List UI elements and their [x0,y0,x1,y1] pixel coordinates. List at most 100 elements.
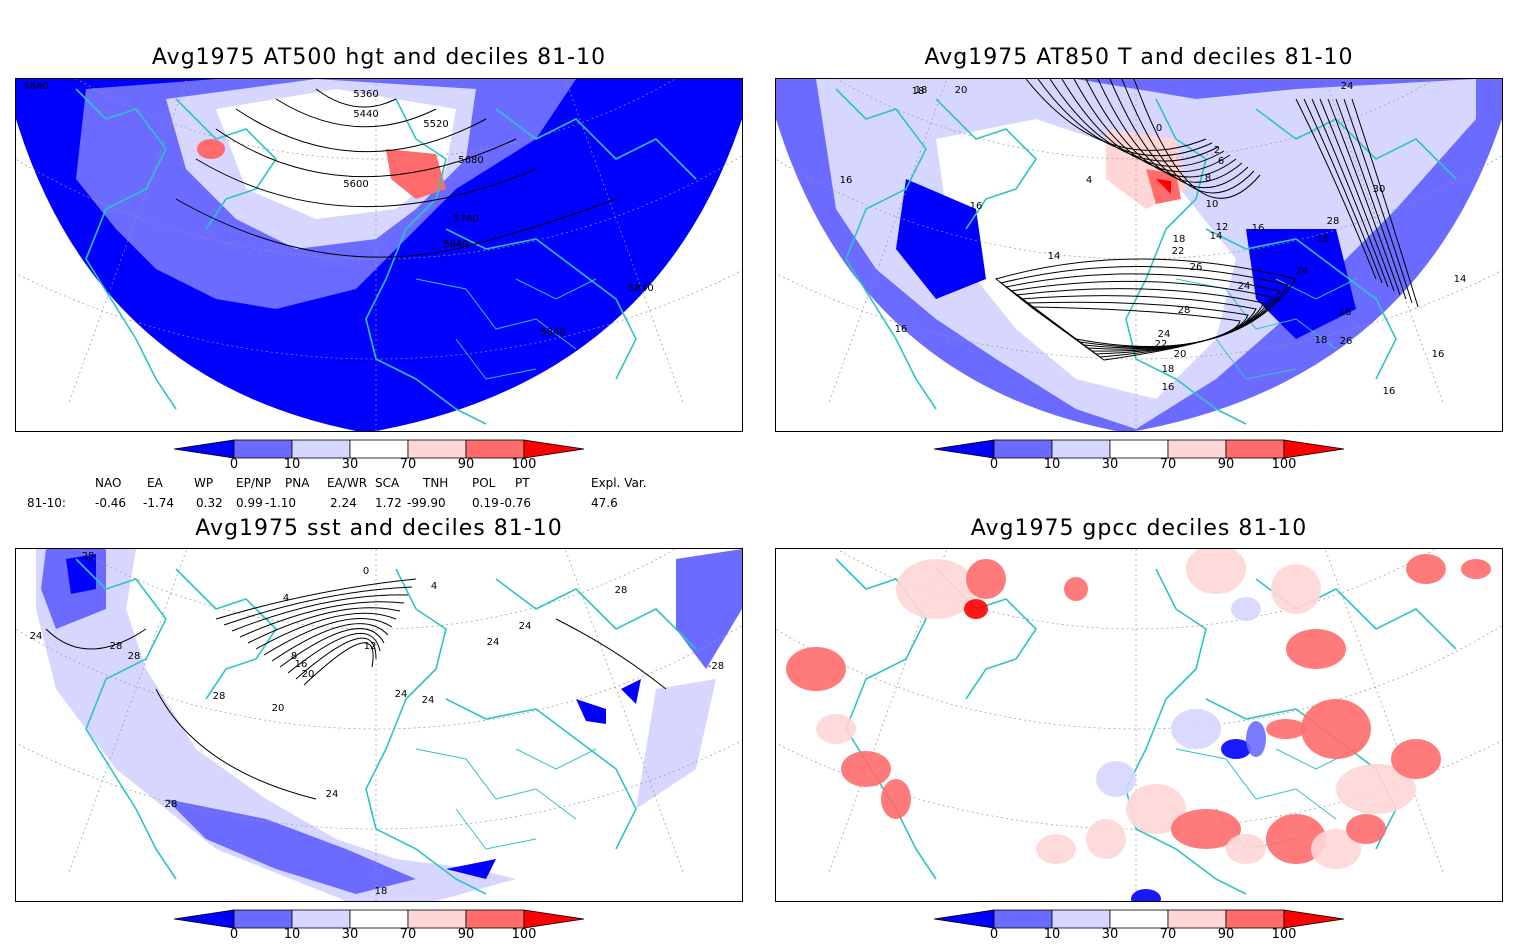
map-panel-hgt: 5360 5440 5520 5600 5680 5760 5840 5840 5840 5840 [15,78,743,432]
decile-region [446,859,496,879]
colorbar-swatch [993,909,1053,929]
contour-label: 24 [1158,329,1171,340]
contour-label: 5680 [458,155,483,166]
contour-label: 28 [615,585,628,596]
colorbar-swatch [523,909,585,929]
colorbar-swatch [1225,439,1285,459]
decile-region [1391,739,1441,779]
decile-region [966,559,1006,599]
colorbar-tick-label: 10 [1044,927,1061,942]
teleconnection-indices: NAO EA WP EP/NP PNA EA/WR SCA TNH POL PT… [0,474,700,514]
contour-label: 22 [1155,339,1168,350]
colorbar-swatch [291,439,351,459]
contour-line [247,607,401,644]
decile-region [881,779,911,819]
contour-label: 24 [1238,281,1251,292]
contour-label: 14 [1210,231,1223,242]
colorbar-swatch [233,909,293,929]
decile-region [1186,549,1246,594]
contour-line [263,618,393,656]
decile-region [1266,814,1326,864]
decile-region [1246,229,1356,339]
borders [415,278,597,380]
decile-region [1271,564,1321,614]
contour-label: 5840 [23,81,48,92]
contour-label: 4 [1086,175,1092,186]
index-value: -0.76 [500,496,532,510]
colorbar-4: 0 10 30 70 90 100 [932,908,1352,944]
contour-label: 16 [970,201,983,212]
contour-line [223,586,413,626]
contour-label: 5840 [443,239,468,250]
contour-line [215,578,417,620]
contour-label: 28 [213,691,226,702]
contour-line [1029,306,1241,361]
decile-region [1336,764,1416,814]
contour-line [1343,98,1413,304]
contour-label: 2 [1214,145,1220,156]
colorbar-swatch [1109,909,1169,929]
contour-label: 16 [895,324,908,335]
colorbar-tick-label: 30 [1102,927,1119,942]
index-header: NAO [95,476,122,490]
colorbar-swatch [523,439,585,459]
map-hgt: 5360 5440 5520 5600 5680 5760 5840 5840 5840 5840 [16,79,742,431]
colorbar-swatch [933,909,995,929]
colorbar-tick-label: 70 [400,457,417,472]
contour-line [279,628,385,668]
contour-line [1014,288,1265,352]
colorbar-tick-label: 100 [1272,927,1297,942]
map-t850: 18 20181616141602681012141618222628242422… [776,79,1502,431]
contour-label: 24 [519,621,532,632]
contour-label: 16 [1383,386,1396,397]
contour-label: 24 [30,631,43,642]
colorbar-tick-label: 70 [1160,457,1177,472]
borders [415,748,597,850]
decile-region [197,139,225,159]
contour-label: 18 [912,86,925,97]
index-row-label: 81-10: [27,496,66,510]
contour-line [1351,98,1419,308]
coastlines [75,558,697,895]
colorbar-tick-label: 90 [1218,927,1235,942]
contour-line [994,258,1297,347]
decile-region [576,699,606,724]
contour-line [235,108,487,153]
index-value: -99.90 [407,496,446,510]
map-panel-sst: 28 24 28 28 4 0 4 8 12 16 20 20 24 28 24 28 24 -28 24 28 24 1… [15,548,743,902]
contour-line [1303,98,1383,284]
colorbar-tick-label: 30 [342,457,359,472]
colorbar-tick-label: 0 [230,927,238,942]
index-value: 2.24 [330,496,357,510]
decile-region [1266,719,1306,739]
contour-line [303,642,374,686]
hemisphere-disc [776,549,1502,901]
contour-label: 20 [955,85,968,96]
contour-label: 5600 [343,179,368,190]
contour-label: 24 [395,689,408,700]
panel-title-gpcc: Avg1975 gpcc deciles 81-10 [970,516,1308,541]
colorbar-swatch [407,909,467,929]
contour-label: 28 [128,651,141,662]
colorbar-tick-label: 0 [990,927,998,942]
contour-label: 28 [165,799,178,810]
map-panel-t850: 18 20 18 16 16 14 16 0 2 6 8 10 12 14 16 18 22 26 28 24 24 22… [775,78,1503,432]
decile-region [1461,559,1491,579]
contour-label: 24 [1341,81,1354,92]
panel-title-sst: Avg1975 sst and deciles 81-10 [195,516,563,541]
contour-label: 8 [1205,173,1211,184]
colorbar-swatch [291,909,351,929]
colorbar-swatch [407,439,467,459]
contour-label: 24 [487,637,500,648]
index-header: EP/NP [236,476,272,490]
contour-line [1004,273,1281,349]
contour-line [1319,98,1395,292]
contour-label: 0 [363,566,369,577]
index-value: 0.32 [196,496,223,510]
colorbar-swatch [233,439,293,459]
contour-label: 16 [840,175,853,186]
index-header: EA/WR [327,476,368,490]
contour-label: 5360 [353,89,378,100]
index-header: SCA [375,476,400,490]
contour-label: 12 [1216,222,1229,233]
